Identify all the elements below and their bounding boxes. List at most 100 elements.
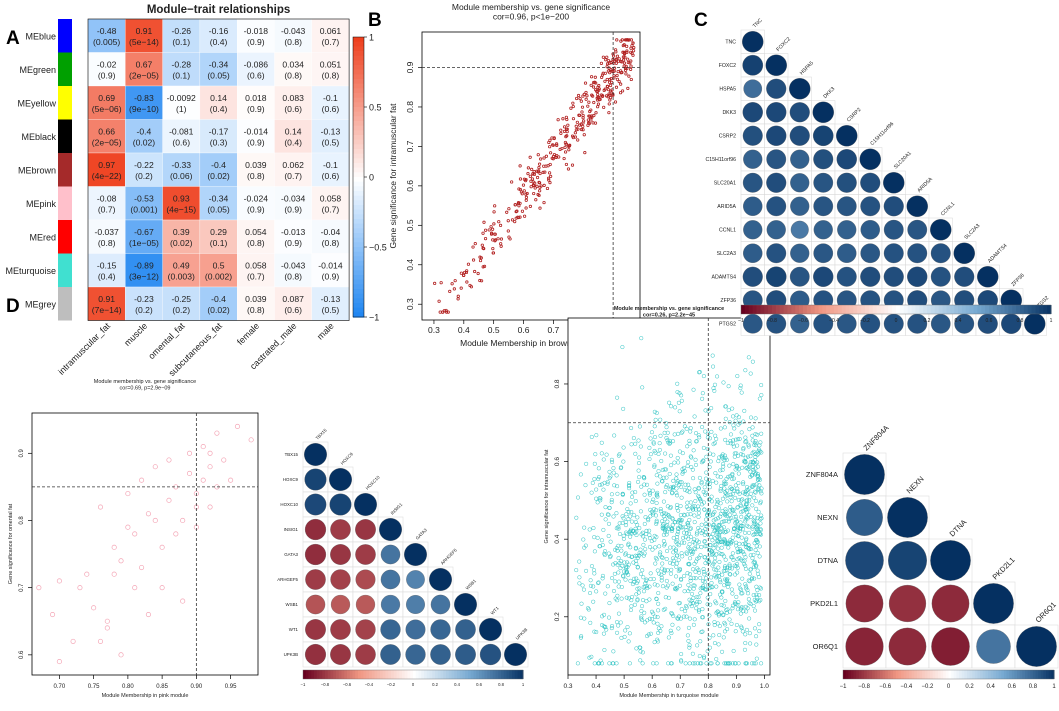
- scatter-point: [600, 576, 605, 581]
- scatter-point: [684, 614, 689, 619]
- colorbar-segment: [399, 670, 403, 679]
- scatter-point: [478, 255, 482, 259]
- scatter-point: [743, 640, 748, 646]
- scatter-point: [698, 553, 703, 558]
- scatter-point: [639, 604, 645, 609]
- scatter-point: [652, 464, 657, 469]
- scatter-point: [752, 661, 757, 666]
- scatter-point: [180, 517, 186, 524]
- scatter-point: [754, 584, 759, 589]
- scatter-point: [629, 509, 634, 515]
- scatter-point: [675, 390, 680, 395]
- scatter-point: [721, 635, 726, 640]
- scatter-point: [695, 600, 700, 605]
- scatter-point: [730, 603, 736, 608]
- heatmap-cell: [162, 253, 201, 288]
- scatter-point: [743, 368, 748, 373]
- cell-pvalue: (0.9): [247, 204, 265, 214]
- cell-pvalue: (0.9): [247, 104, 265, 114]
- scatter-point: [699, 545, 704, 550]
- cell-value: -0.086: [244, 59, 269, 69]
- scatter-point: [702, 555, 707, 560]
- corr-circle: [860, 243, 881, 264]
- colorbar-segment: [487, 670, 491, 679]
- scatter-point: [459, 271, 463, 275]
- scatter-point: [536, 170, 540, 174]
- scatter-point: [743, 661, 748, 666]
- scatter-point: [608, 83, 613, 88]
- cell-value: -0.013: [281, 227, 306, 237]
- scatter-point: [653, 561, 658, 566]
- scatter-point: [555, 153, 559, 158]
- scatter-point: [725, 568, 730, 573]
- colorbar-segment: [954, 305, 959, 314]
- scatter-point: [633, 441, 638, 446]
- scatter-point: [626, 86, 630, 90]
- scatter-point: [744, 586, 749, 591]
- scatter-point: [626, 517, 631, 522]
- colorbar-segment: [830, 305, 835, 314]
- cell-value: -0.34: [209, 193, 229, 203]
- corr-circle: [305, 594, 326, 615]
- colorbar-segment: [966, 670, 971, 679]
- corr-circle: [906, 195, 928, 217]
- gene-diag-label: CCNL1: [940, 201, 956, 217]
- colorbar-segment: [303, 670, 307, 679]
- scatter-point: [730, 555, 735, 560]
- scatter-point: [752, 489, 757, 494]
- cell-value: 0.39: [173, 227, 190, 237]
- cell-pvalue: (0.1): [210, 238, 228, 248]
- scatter-point: [596, 466, 601, 471]
- scatter-point: [615, 548, 620, 553]
- cell-pvalue: (0.9): [247, 37, 265, 47]
- scatter-point: [629, 77, 633, 82]
- scatter-point: [556, 118, 560, 122]
- scatter-point: [651, 576, 656, 582]
- scatter-point: [736, 471, 741, 476]
- scatter-point: [548, 145, 552, 149]
- scatter-point: [748, 567, 753, 572]
- scatter-point: [616, 584, 621, 589]
- corr-circle: [742, 102, 763, 123]
- scatter-point: [715, 534, 720, 539]
- x-axis-label: Module Membership in pink module: [102, 693, 189, 699]
- scatter-point: [560, 146, 564, 151]
- colorbar-segment: [1046, 670, 1050, 679]
- scatter-point: [676, 601, 681, 606]
- scatter-point: [611, 514, 616, 519]
- scatter-point: [493, 204, 497, 208]
- column-label: male: [315, 321, 336, 342]
- scatter-point: [630, 582, 635, 587]
- scatter-point: [595, 500, 600, 505]
- scatter-point: [687, 438, 692, 443]
- colorbar-tick-label: −0.4: [829, 318, 839, 324]
- colorbar-segment: [865, 305, 870, 314]
- scatter-point: [707, 465, 712, 470]
- gene-row-label: ZNF804A: [806, 470, 838, 479]
- scatter-point: [214, 430, 220, 436]
- scatter-point: [566, 167, 571, 171]
- colorbar-segment: [358, 670, 362, 679]
- scatter-point: [599, 61, 604, 65]
- scatter-point: [577, 559, 582, 564]
- scatter-point: [719, 454, 724, 459]
- colorbar-segment: [1023, 305, 1029, 314]
- scatter-point: [683, 535, 688, 540]
- scatter-point: [596, 580, 601, 586]
- colorbar-segment: [454, 670, 458, 679]
- scatter-point: [685, 633, 690, 638]
- gene-row-label: ZFP36: [720, 298, 736, 304]
- scatter-point: [622, 560, 627, 565]
- colorbar-segment: [911, 305, 916, 314]
- scatter-point: [666, 526, 672, 532]
- scatter-point: [658, 417, 663, 422]
- scatter-point: [725, 488, 730, 493]
- scatter-point: [599, 482, 604, 487]
- scatter-point: [537, 180, 541, 184]
- scatter-point: [736, 480, 741, 486]
- scatter-point: [551, 143, 555, 147]
- heatmap-cell: [237, 286, 275, 321]
- scatter-point: [653, 614, 658, 619]
- scatter-point: [688, 526, 693, 531]
- scatter-point: [753, 439, 758, 444]
